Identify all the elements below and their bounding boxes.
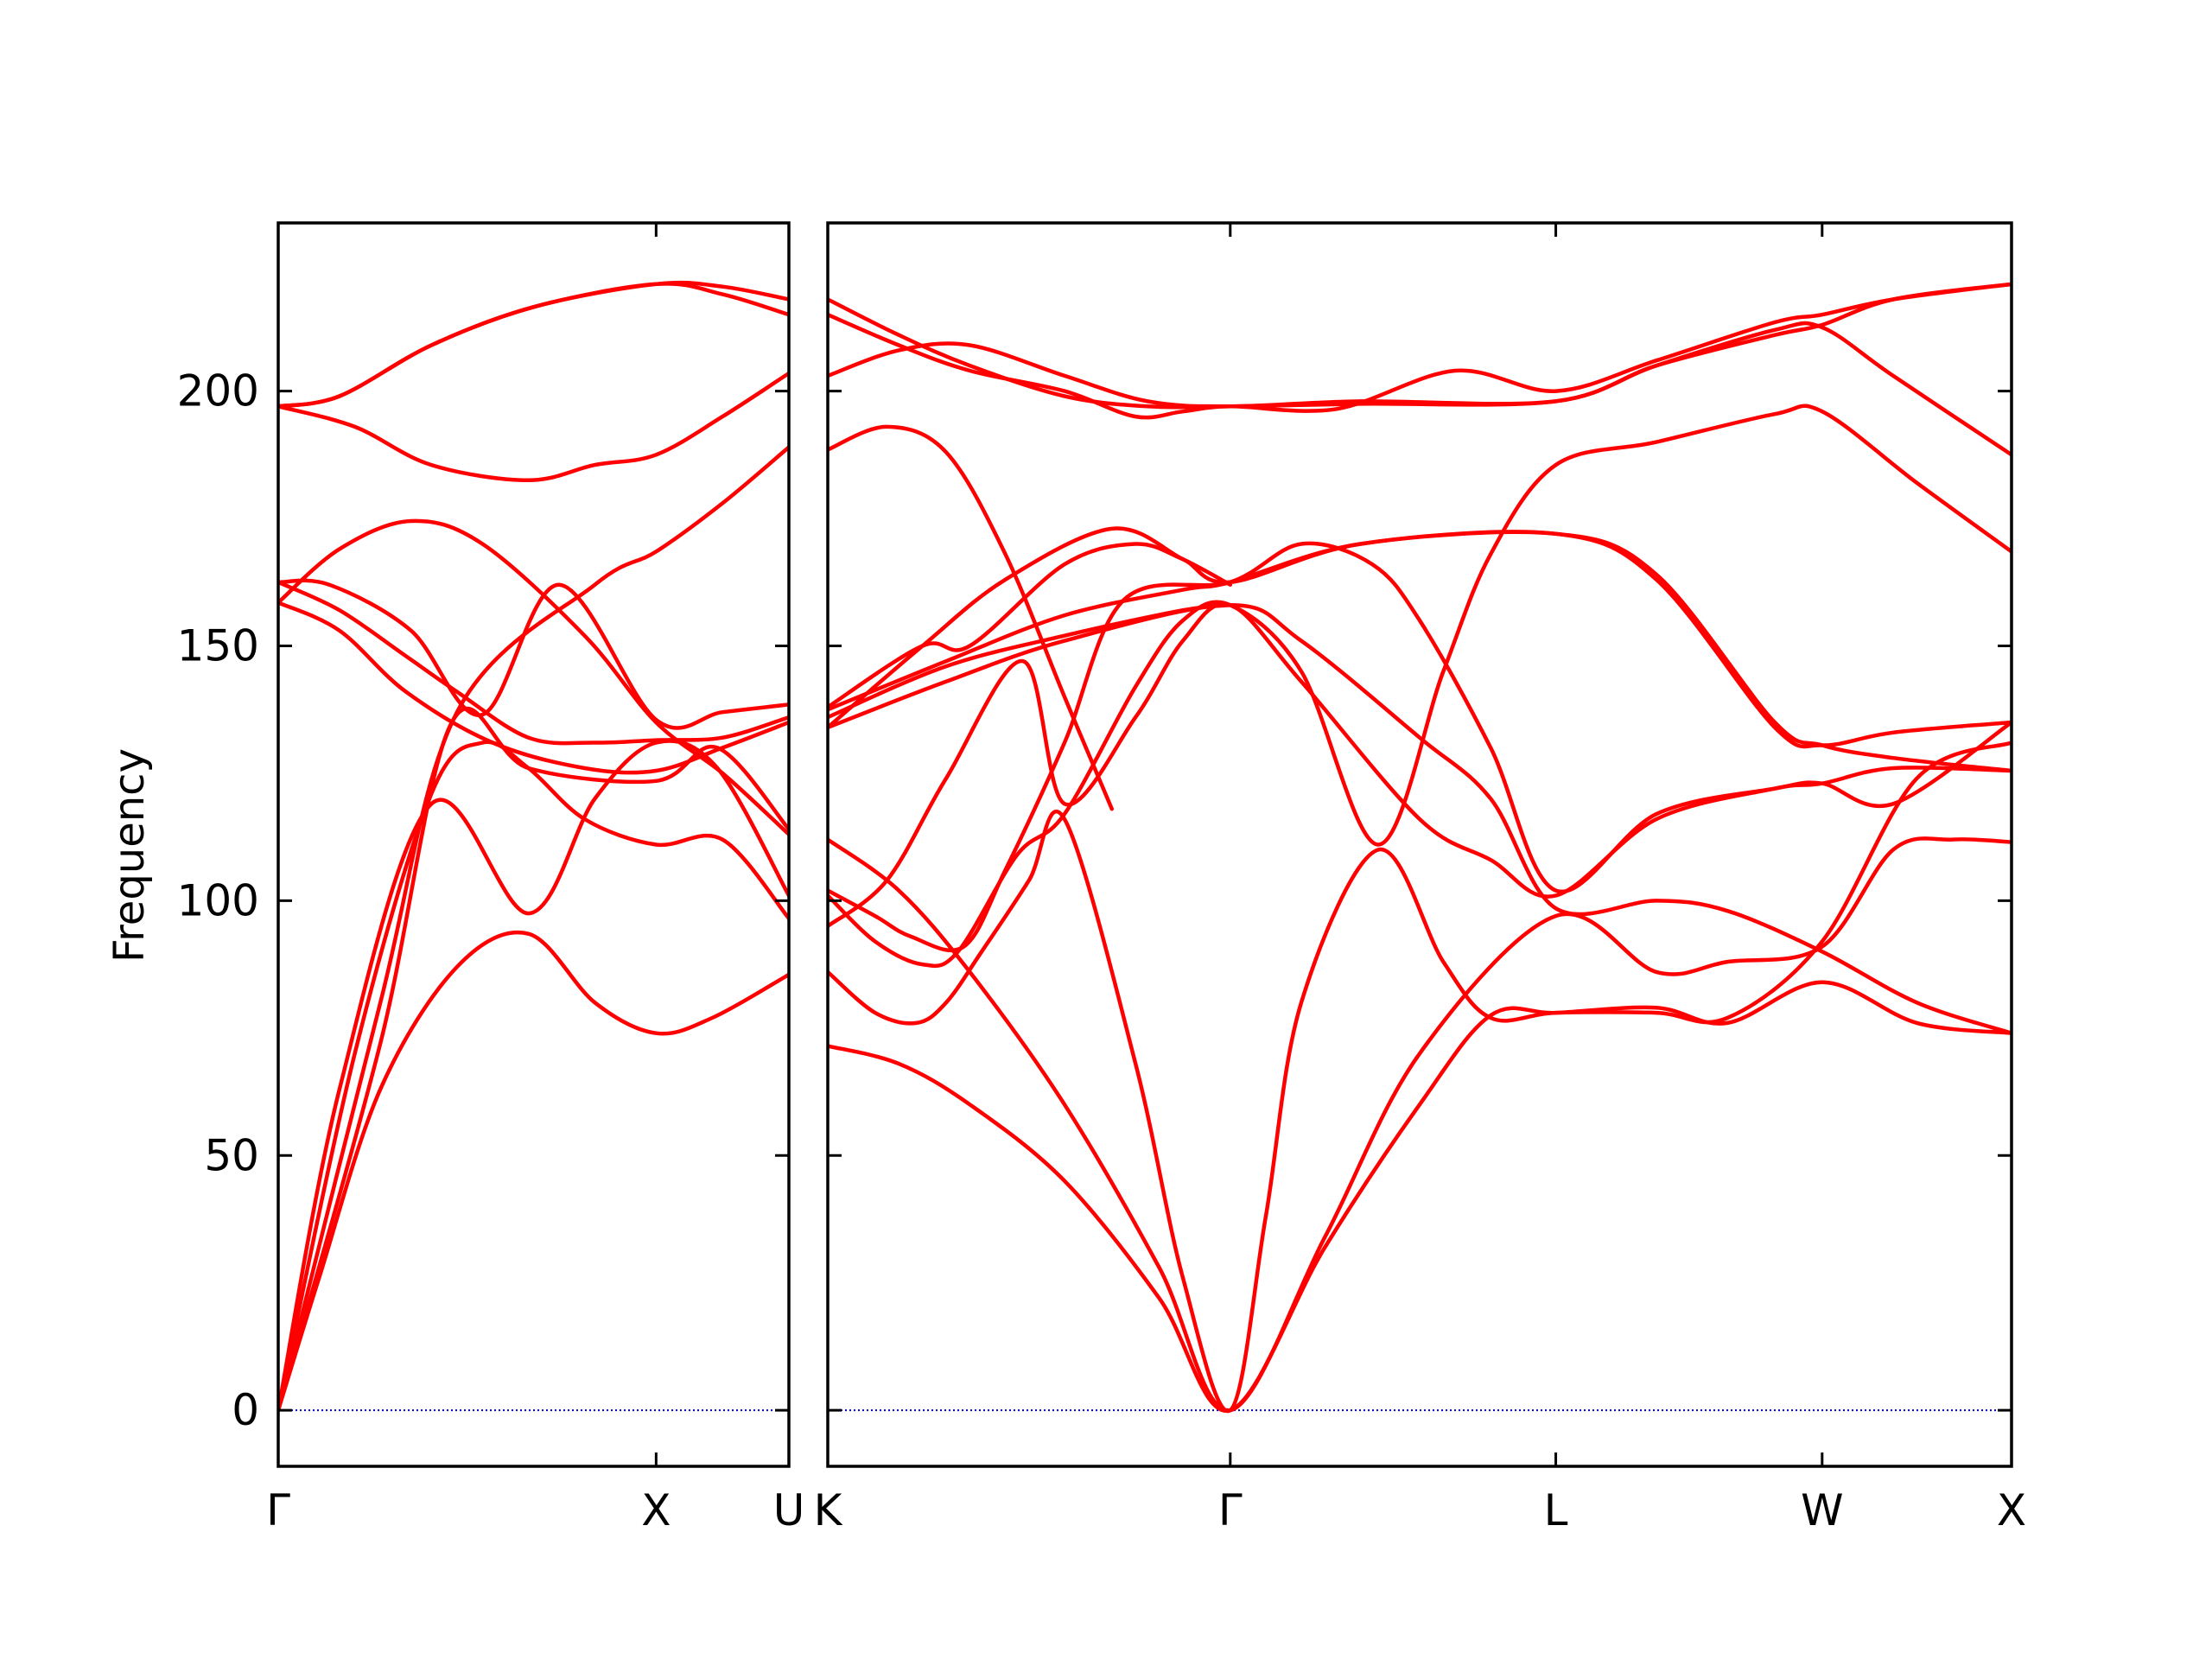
band-1: [828, 980, 2012, 1413]
band-2: [278, 740, 789, 1413]
y-axis-label: Frequency: [105, 748, 154, 963]
plot-frame: [826, 221, 2013, 1468]
x-tick-label: Γ: [266, 1485, 290, 1535]
band-5: [278, 445, 789, 1413]
x-tick-label: W: [1801, 1485, 1843, 1535]
band-lines: [278, 280, 789, 1413]
band-11: [828, 526, 1233, 730]
band-6: [278, 601, 789, 775]
band-8: [828, 603, 1233, 720]
band-3: [278, 739, 789, 1413]
band-lines: [828, 282, 2012, 1414]
x-tick-label: K: [814, 1485, 843, 1535]
x-tick-label: L: [1544, 1485, 1568, 1535]
band-5: [828, 601, 2012, 929]
band-1: [278, 930, 789, 1413]
y-tick-label: 100: [177, 875, 259, 925]
band-4: [828, 404, 2012, 969]
band-9: [278, 518, 789, 836]
band-12: [278, 282, 789, 409]
band-3: [828, 741, 2012, 1414]
y-tick-label: 200: [177, 366, 259, 416]
band-7: [278, 580, 789, 746]
y-tick-label: 150: [177, 620, 259, 671]
x-tick-label: X: [1997, 1485, 2026, 1535]
band-8: [278, 578, 789, 730]
band-14: [828, 282, 2012, 420]
x-tick-label: U: [773, 1485, 805, 1535]
band-7: [828, 603, 2012, 1035]
band-10: [828, 530, 2012, 749]
plot-frame: [276, 221, 791, 1468]
y-tick-label: 0: [232, 1385, 259, 1435]
x-tick-label: X: [641, 1485, 671, 1535]
band-6: [828, 541, 2012, 953]
band-2: [828, 836, 2012, 1413]
panel-gamma-x-u: 0 50 100 150 200 Γ X U: [177, 221, 805, 1535]
band-15: [828, 297, 2012, 457]
x-tick-label: Γ: [1218, 1485, 1243, 1535]
band-13: [828, 282, 2012, 409]
y-tick-label: 50: [204, 1130, 259, 1180]
band-10: [278, 371, 789, 483]
band-12: [828, 424, 1115, 811]
